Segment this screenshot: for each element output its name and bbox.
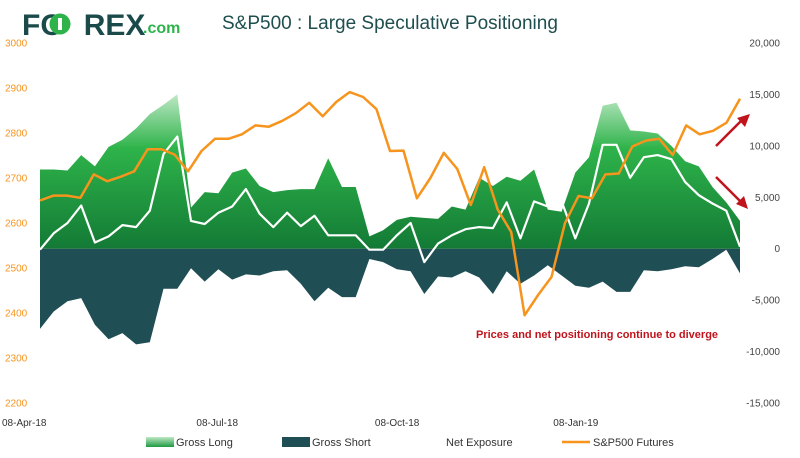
legend-label-sp500-futures: S&P500 Futures	[593, 437, 674, 449]
sp500-futures-line	[39, 90, 742, 317]
left-axis-tick: 2600	[5, 219, 28, 230]
net-exposure-line	[39, 135, 742, 264]
right-axis-tick: 10,000	[749, 141, 780, 152]
legend-label-net-exposure: Net Exposure	[446, 437, 513, 449]
right-axis-tick: 5,000	[755, 193, 780, 204]
plot-areas	[40, 94, 740, 345]
annotation-text: Prices and net positioning continue to d…	[476, 329, 718, 341]
arrow-down-icon	[715, 176, 748, 209]
legend-gross-short: Gross Short	[282, 437, 371, 449]
right-axis-tick: -5,000	[752, 296, 781, 307]
legend-label-gross-long: Gross Long	[176, 437, 233, 449]
forex-logo: FOXREX .com	[22, 9, 180, 42]
right-axis-tick: 0	[774, 244, 780, 255]
logo-rex: REX	[84, 9, 146, 42]
legend-label-gross-short: Gross Short	[312, 437, 371, 449]
right-axis-tick: -10,000	[746, 347, 780, 358]
left-axis-tick: 2800	[5, 129, 28, 140]
legend-gross-long: Gross Long	[146, 437, 233, 449]
legend-sp500-futures: S&P500 Futures	[562, 437, 674, 449]
left-axis-tick: 2900	[5, 84, 28, 95]
x-axis-tick: 08-Oct-18	[375, 418, 420, 429]
logo-suffix: .com	[143, 20, 180, 37]
right-axis-tick: -15,000	[746, 399, 780, 410]
legend-net-exposure: Net Exposure	[416, 437, 513, 449]
left-axis-tick: 2400	[5, 309, 28, 320]
arrow-up-icon	[715, 114, 750, 147]
left-axis-tick: 2700	[5, 174, 28, 185]
x-axis-tick: 08-Jan-19	[553, 418, 598, 429]
legend-swatch-gross-long	[146, 437, 174, 447]
plot-lines	[39, 90, 742, 317]
right-axis-tick: 20,000	[749, 39, 780, 50]
logo-coin-bar	[58, 18, 62, 30]
svg-text:FOXREX: FOXREX	[22, 9, 145, 42]
right-axis: 20,000 15,000 10,000 5,000 0 -5,000 -10,000 -15…	[746, 39, 780, 410]
left-axis-tick: 2300	[5, 354, 28, 365]
legend: Gross Long Gross Short Net Exposure S&P5…	[146, 437, 674, 449]
left-axis-tick: 2200	[5, 399, 28, 410]
chart-title: S&P500 : Large Speculative Positioning	[222, 13, 558, 34]
right-axis-tick: 15,000	[749, 90, 780, 101]
left-axis: 3000 2900 2800 2700 2600 2500 2400 2300 2200	[5, 39, 28, 410]
legend-swatch-gross-short	[282, 437, 310, 447]
x-axis-tick: 08-Apr-18	[2, 418, 47, 429]
gross-short-area	[40, 248, 740, 345]
left-axis-tick: 2500	[5, 264, 28, 275]
x-axis-tick: 08-Jul-18	[196, 418, 238, 429]
left-axis-tick: 3000	[5, 39, 28, 50]
x-axis: 08-Apr-18 08-Jul-18 08-Oct-18 08-Jan-19	[2, 418, 599, 429]
